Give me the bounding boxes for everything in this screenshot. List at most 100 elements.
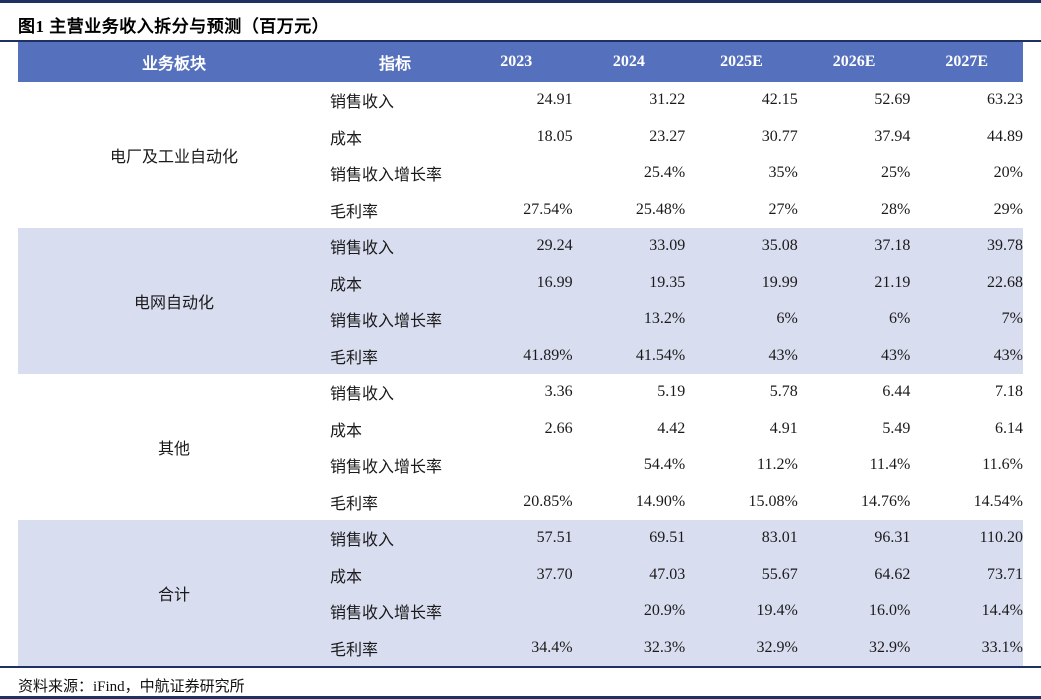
value-cell: 6% [685,301,798,338]
source-note: 资料来源：iFind，中航证券研究所 [18,679,245,695]
metric-cell: 销售收入 [330,386,395,404]
value-cell: 6.14 [995,419,1023,437]
value-cell: 27% [768,200,798,218]
value-cell: 6.44 [882,383,911,401]
column-header: 2026E [797,42,911,82]
value-cell: 55.67 [685,556,798,593]
metric-cell: 销售收入增长率 [330,167,443,185]
value-cell: 35.08 [685,228,798,265]
value-cell: 37.18 [797,228,911,265]
table-row: 毛利率 34.4% 32.3% 32.9% 32.9% 33.1% [18,629,1023,666]
value-cell: 7% [910,301,1023,338]
column-header: 2025E [685,42,798,82]
metric-cell: 成本 [330,556,460,593]
value-cell: 14.4% [910,593,1023,630]
value-cell: 11.2% [757,456,798,474]
value-cell: 73.71 [910,556,1023,593]
value-cell: 21.19 [797,264,911,301]
value-cell: 13.2% [572,301,686,338]
value-cell: 19.35 [572,264,686,301]
table-row: 毛利率 20.85% 14.90% 15.08% 14.76% 14.54% [18,484,1023,521]
value-cell: 4.42 [657,419,686,437]
value-cell [460,155,573,192]
value-cell: 37.70 [460,556,573,593]
value-cell: 83.01 [685,520,798,557]
metric-cell: 毛利率 [330,203,379,221]
table-row: 成本 18.05 23.27 30.77 37.94 44.89 [18,119,1023,156]
value-cell: 11.6% [982,456,1023,474]
value-cell: 42.15 [761,91,798,109]
value-cell: 24.91 [536,91,573,109]
page-top-rule [0,0,1041,3]
segment-cell: 其他 [157,441,190,458]
value-cell: 43% [685,337,798,374]
value-cell: 57.51 [460,520,573,557]
value-cell: 20% [993,164,1023,182]
value-cell: 52.69 [874,91,911,109]
value-cell: 4.91 [769,419,798,437]
table-row: 销售收入增长率 54.4% 11.2% 11.4% 11.6% [18,447,1023,484]
value-cell: 41.54% [572,337,686,374]
value-cell: 28% [881,200,911,218]
value-cell: 14.54% [973,492,1023,510]
value-cell: 32.3% [572,629,686,666]
value-cell [460,447,573,484]
value-cell: 25.48% [635,200,686,218]
column-header: 2023 [460,42,573,82]
value-cell: 6% [797,301,911,338]
value-cell: 16.0% [797,593,911,630]
value-cell: 5.49 [882,419,911,437]
value-cell: 11.4% [869,456,911,474]
value-cell: 25.4% [643,164,686,182]
value-cell: 19.99 [685,264,798,301]
value-cell: 44.89 [987,127,1023,145]
table-header: 业务板块 指标 2023 2024 2025E 2026E 2027E [18,42,1023,82]
metric-cell: 毛利率 [330,495,379,513]
value-cell: 69.51 [572,520,686,557]
value-cell: 15.08% [748,492,798,510]
value-cell: 34.4% [460,629,573,666]
value-cell: 14.76% [861,492,911,510]
value-cell: 5.78 [769,383,798,401]
table-row: 销售收入增长率 25.4% 35% 25% 20% [18,155,1023,192]
value-cell: 27.54% [523,200,573,218]
value-cell: 30.77 [761,127,798,145]
value-cell: 19.4% [685,593,798,630]
table-body: 电厂及工业自动化 销售收入 24.91 31.22 42.15 52.69 63.23 成本 1… [18,82,1023,666]
table-bottom-rule [0,666,1041,668]
value-cell: 41.89% [460,337,573,374]
segment-cell: 电厂及工业自动化 [109,149,238,166]
metric-cell: 毛利率 [330,337,460,374]
value-cell: 29.24 [460,228,573,265]
column-header: 业务板块 [18,42,330,82]
figure-title: 图1 主营业务收入拆分与预测（百万元） [18,17,330,36]
value-cell: 29% [993,200,1023,218]
table-row: 销售收入增长率 13.2% 6% 6% 7% [18,301,1023,338]
table-row: 电厂及工业自动化 销售收入 24.91 31.22 42.15 52.69 63.23 [18,82,1023,166]
value-cell: 5.19 [657,383,686,401]
value-cell: 20.9% [572,593,686,630]
value-cell: 96.31 [797,520,911,557]
value-cell: 32.9% [797,629,911,666]
table-row: 销售收入增长率 20.9% 19.4% 16.0% 14.4% [18,593,1023,630]
value-cell: 23.27 [649,127,686,145]
page-bottom-rule [0,696,1041,699]
table-row: 其他 销售收入 3.36 5.19 5.78 6.44 7.18 [18,374,1023,458]
value-cell: 33.1% [910,629,1023,666]
value-cell: 18.05 [536,127,573,145]
metric-cell: 销售收入 [330,94,395,112]
table-row: 成本 16.99 19.35 19.99 21.19 22.68 [18,264,1023,301]
metric-cell: 销售收入 [330,228,460,265]
table-row: 合计 销售收入 57.51 69.51 83.01 96.31 110.20 [18,520,1023,666]
value-cell: 47.03 [572,556,686,593]
value-cell: 16.99 [460,264,573,301]
metric-cell: 销售收入增长率 [330,301,460,338]
value-cell [460,593,573,630]
header-row: 业务板块 指标 2023 2024 2025E 2026E 2027E [18,42,1023,82]
value-cell: 54.4% [643,456,686,474]
table-row: 电网自动化 销售收入 29.24 33.09 35.08 37.18 39.78 [18,228,1023,374]
segment-cell: 电网自动化 [18,228,330,374]
metric-cell: 毛利率 [330,629,460,666]
value-cell: 63.23 [987,91,1023,109]
column-header: 指标 [330,42,460,82]
